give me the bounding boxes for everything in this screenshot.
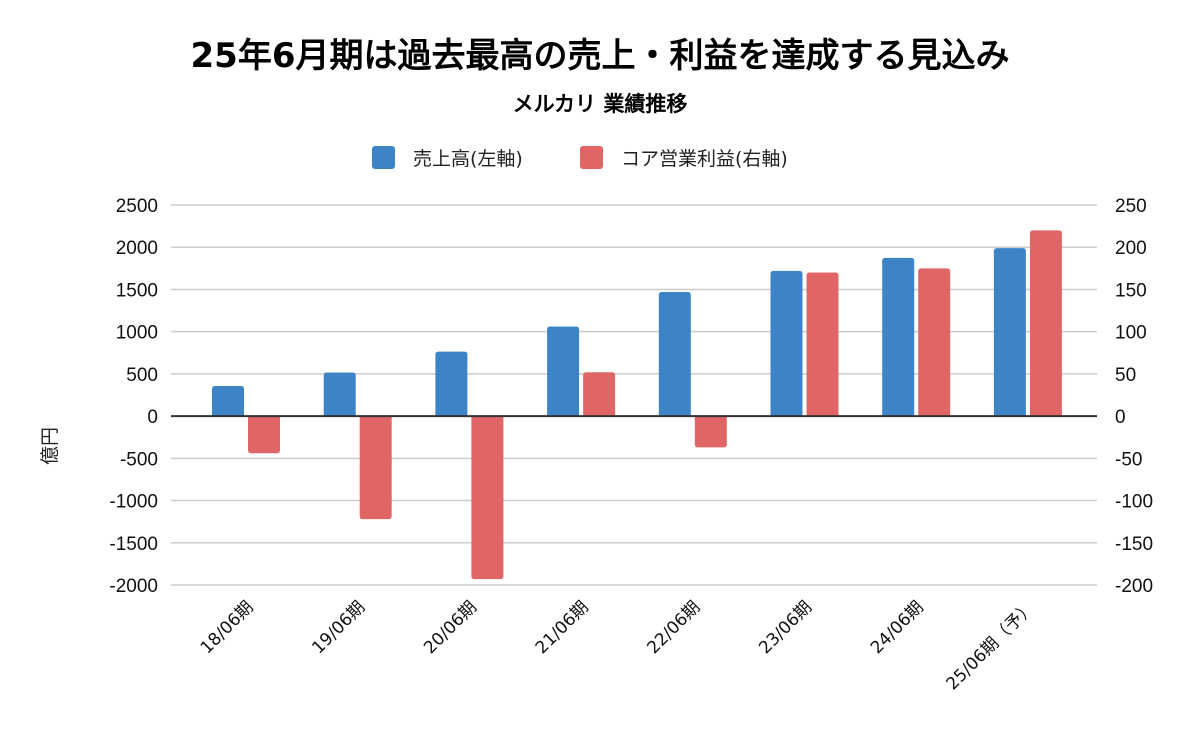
bars [212, 230, 1062, 580]
bar-revenue-6[interactable] [882, 257, 915, 417]
right-tick-label: 0 [1115, 407, 1126, 428]
left-tick-label: 1500 [116, 280, 158, 301]
x-tick-label: 23/06期 [755, 597, 816, 658]
bar-revenue-1[interactable] [323, 372, 356, 417]
bar-core-operating-profit-3[interactable] [583, 372, 616, 417]
left-tick-label: -1000 [109, 492, 158, 513]
x-tick-label: 24/06期 [867, 597, 928, 658]
right-tick-label: -150 [1115, 534, 1153, 555]
left-tick-label: 500 [126, 365, 158, 386]
legend-label-core-operating-profit: コア営業利益(右軸) [621, 147, 788, 170]
x-tick-label: 22/06期 [644, 597, 705, 658]
bar-core-operating-profit-7[interactable] [1029, 230, 1062, 417]
legend: 売上高(左軸) コア営業利益(右軸) [0, 143, 1200, 171]
chart-title: 25年6月期は過去最高の売上・利益を達成する見込み [190, 36, 1010, 76]
bar-core-operating-profit-6[interactable] [918, 268, 951, 417]
x-tick-label: 21/06期 [532, 597, 593, 658]
right-axis-ticks: 250 200 150 100 50 0 -50 -100 -150 -200 [1115, 196, 1153, 597]
legend-swatch-core-operating-profit [580, 145, 603, 169]
bar-revenue-3[interactable] [547, 326, 580, 417]
legend-label-revenue: 売上高(左軸) [413, 147, 523, 170]
bar-revenue-4[interactable] [658, 291, 691, 417]
left-tick-label: -2000 [109, 576, 158, 597]
left-tick-label: -1500 [109, 534, 158, 555]
right-tick-label: 250 [1115, 196, 1147, 217]
legend-item-core-operating-profit[interactable]: コア営業利益(右軸) [580, 143, 788, 171]
y-axis-title: 億円 [39, 427, 61, 465]
left-tick-label: 2500 [116, 196, 158, 217]
bar-revenue-2[interactable] [435, 351, 468, 417]
right-tick-label: -100 [1115, 492, 1153, 513]
left-tick-label: -500 [120, 449, 158, 470]
right-tick-label: 200 [1115, 238, 1147, 259]
chart-subtitle: メルカリ 業績推移 [512, 92, 688, 116]
x-tick-label: 19/06期 [308, 597, 369, 658]
legend-swatch-revenue [372, 145, 395, 169]
left-tick-label: 1000 [116, 323, 158, 344]
bar-core-operating-profit-2[interactable] [471, 416, 504, 580]
bar-revenue-0[interactable] [212, 385, 244, 417]
right-tick-label: -200 [1115, 576, 1153, 597]
left-tick-label: 0 [147, 407, 158, 428]
right-tick-label: 100 [1115, 323, 1147, 344]
bar-revenue-7[interactable] [993, 248, 1026, 417]
left-tick-label: 2000 [116, 238, 158, 259]
bar-core-operating-profit-0[interactable] [248, 416, 280, 454]
bar-core-operating-profit-4[interactable] [694, 416, 727, 448]
bar-core-operating-profit-5[interactable] [806, 272, 839, 417]
x-tick-label: 20/06期 [420, 597, 481, 658]
gridlines [171, 204, 1097, 586]
bar-core-operating-profit-1[interactable] [359, 416, 392, 520]
x-tick-label: 25/06期（予） [943, 597, 1040, 694]
bar-revenue-5[interactable] [770, 270, 803, 417]
right-tick-label: 50 [1115, 365, 1136, 386]
legend-item-revenue[interactable]: 売上高(左軸) [372, 143, 523, 171]
x-axis-labels: 18/06期 19/06期 20/06期 21/06期 22/06期 23/06期 24/0… [197, 597, 1040, 694]
right-tick-label: -50 [1115, 449, 1142, 470]
x-tick-label: 18/06期 [197, 597, 258, 658]
left-axis-ticks: 2500 2000 1500 1000 500 0 -500 -1000 -1500 -2000 [109, 196, 158, 597]
right-tick-label: 150 [1115, 280, 1147, 301]
